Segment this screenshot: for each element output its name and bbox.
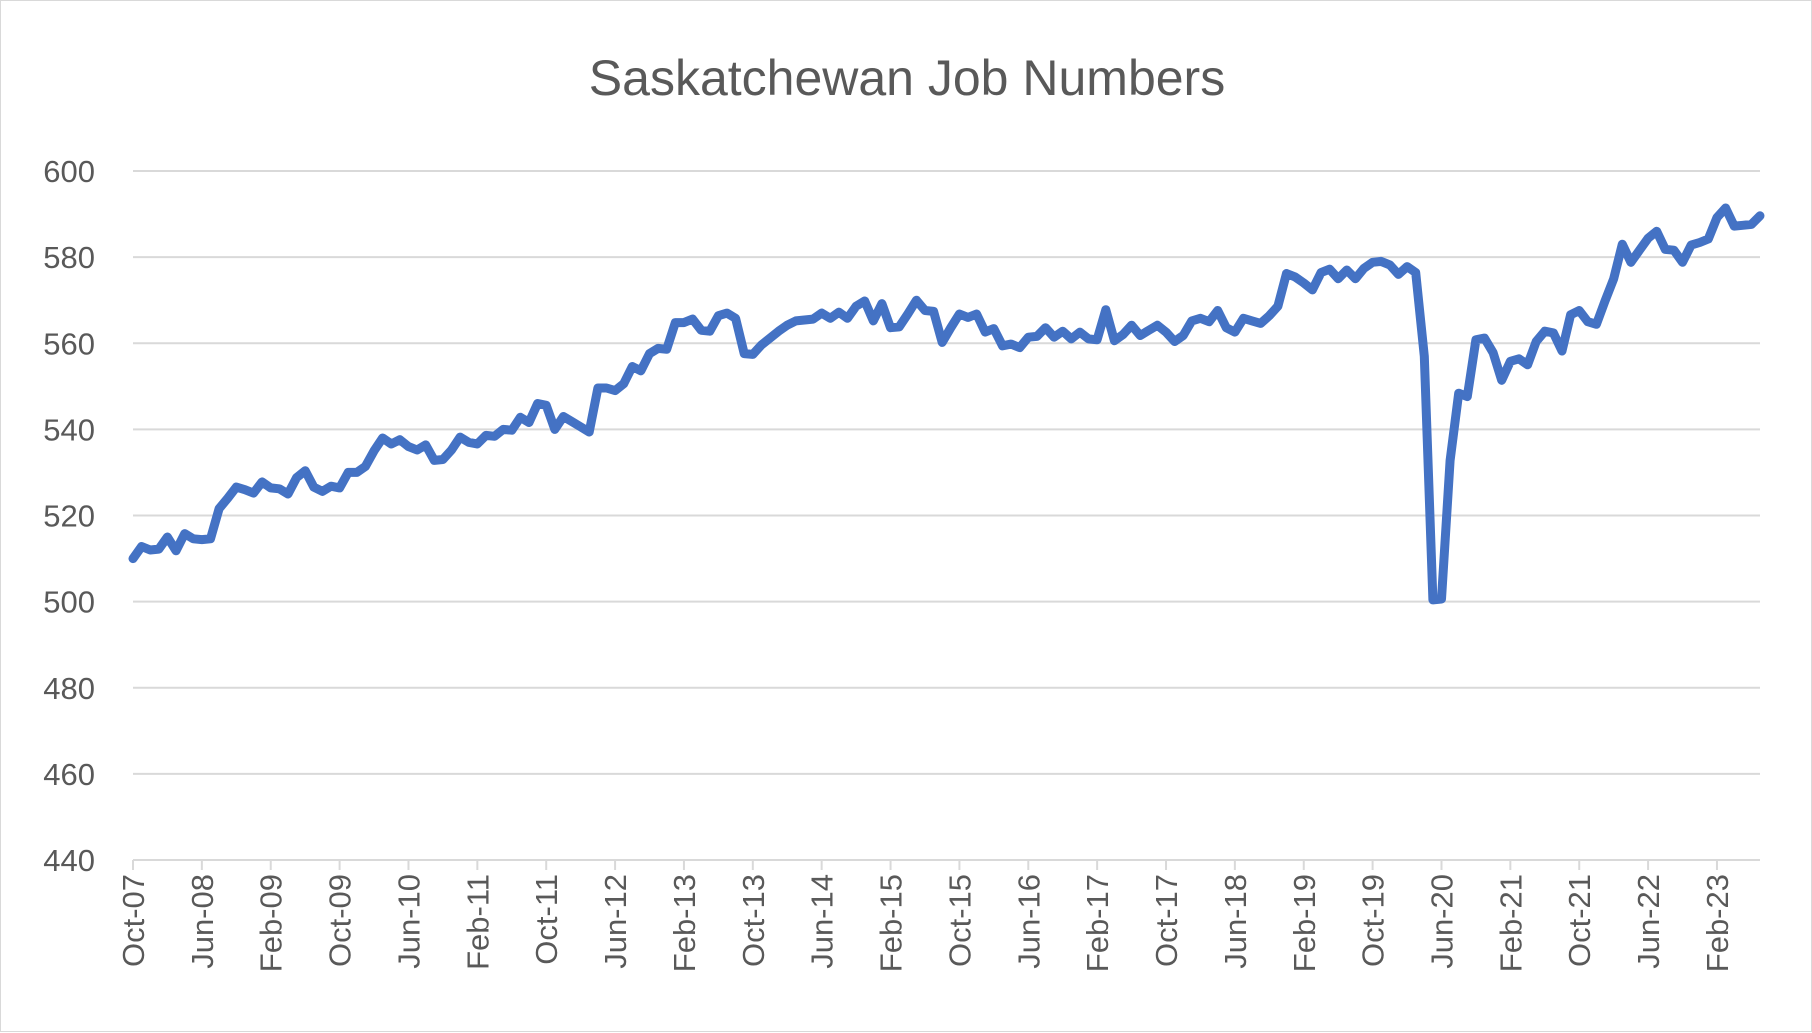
x-tick-label: Jun-18	[1218, 874, 1253, 969]
y-tick-label: 500	[43, 585, 95, 620]
y-tick-label: 600	[43, 154, 95, 189]
series-layer	[128, 203, 1765, 605]
y-tick-label: 460	[43, 757, 95, 792]
x-tick-label: Oct-09	[323, 874, 358, 967]
x-tick-label: Oct-11	[529, 874, 564, 965]
x-tick-label: Oct-17	[1149, 874, 1184, 967]
x-tick-label: Feb-21	[1493, 874, 1528, 972]
y-tick-label: 540	[43, 412, 95, 447]
x-tick-label: Feb-13	[667, 874, 702, 972]
x-tick-label: Oct-13	[736, 874, 771, 967]
y-tick-label: 440	[43, 843, 95, 878]
gridlines	[133, 170, 1760, 775]
series-line-jobs	[128, 203, 1765, 605]
x-tick-label: Oct-07	[116, 874, 151, 967]
x-tick-label: Jun-10	[391, 874, 426, 969]
x-tick-label: Jun-14	[805, 874, 840, 969]
y-tick-label: 520	[43, 499, 95, 534]
y-axis-tick-labels: 440 460 480 500 520 540 560 580 600	[43, 154, 95, 878]
x-axis: Oct-07 Jun-08 Feb-09 Oct-09 Jun-10 Feb-11 Oct-…	[116, 859, 1760, 972]
y-tick-label: 560	[43, 326, 95, 361]
x-tick-label: Feb-19	[1287, 874, 1322, 972]
x-tick-label: Feb-17	[1080, 874, 1115, 972]
x-tick-label: Jun-20	[1424, 874, 1459, 969]
x-tick-label: Feb-23	[1700, 874, 1735, 972]
x-tick-label: Feb-09	[254, 874, 289, 972]
x-tick-label: Oct-15	[942, 874, 977, 967]
x-tick-label: Oct-21	[1562, 874, 1597, 967]
x-tick-label: Oct-19	[1356, 874, 1391, 967]
x-tick-label: Jun-22	[1631, 874, 1666, 969]
y-tick-label: 580	[43, 240, 95, 275]
x-tick-label: Jun-12	[598, 874, 633, 969]
x-tick-label: Feb-11	[460, 874, 495, 970]
x-tick-label: Jun-08	[185, 874, 220, 969]
x-tick-label: Jun-16	[1011, 874, 1046, 969]
x-tick-label: Feb-15	[874, 874, 909, 972]
chart-title: Saskatchewan Job Numbers	[589, 50, 1225, 106]
y-tick-label: 480	[43, 671, 95, 706]
